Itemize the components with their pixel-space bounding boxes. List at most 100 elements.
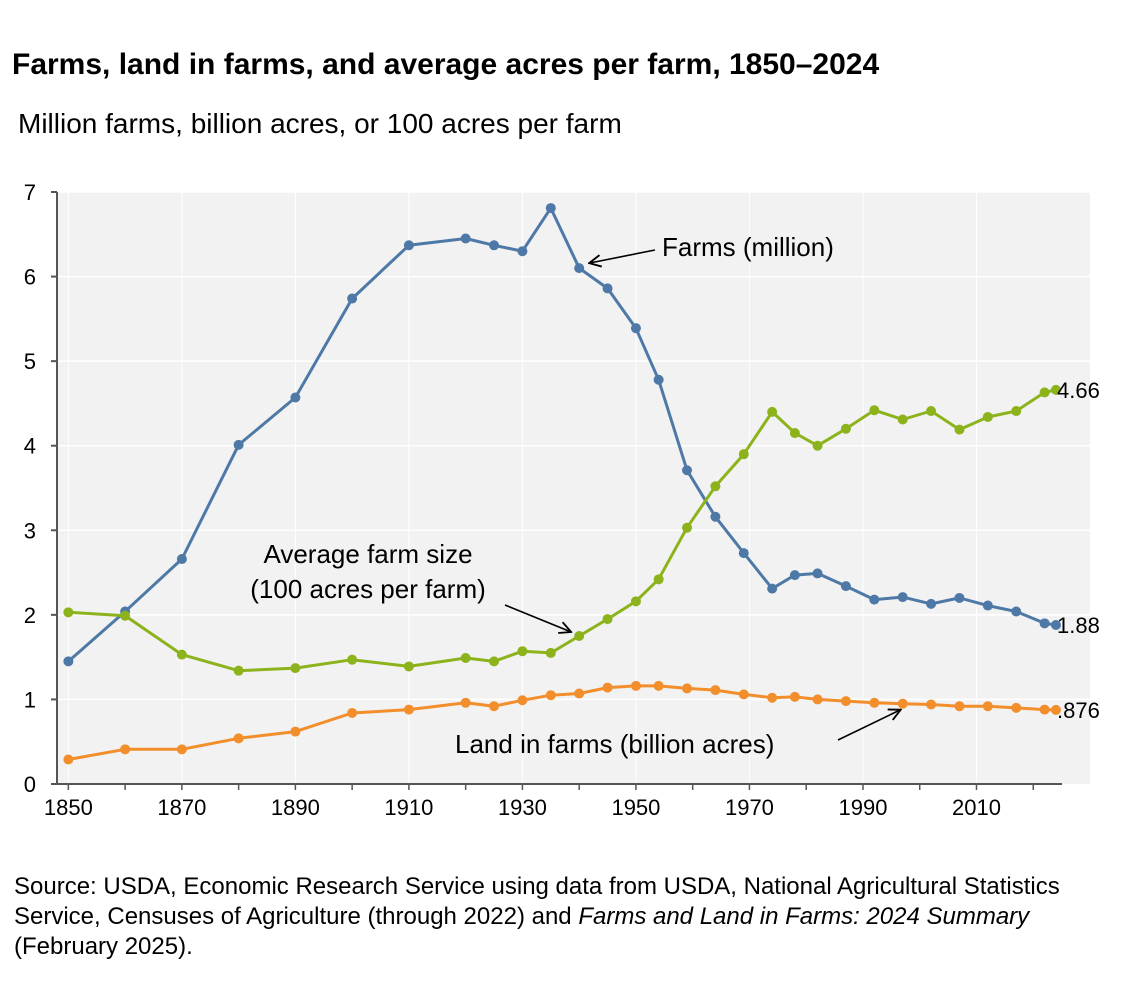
data-point-land xyxy=(120,744,131,755)
source-note: Source: USDA, Economic Research Service … xyxy=(14,872,1114,962)
source-date: (February 2025). xyxy=(14,933,193,960)
x-tick-label: 1910 xyxy=(384,795,433,820)
end-value-label-farms: 1.88 xyxy=(1057,613,1100,638)
data-point-farms xyxy=(653,374,664,385)
data-point-land xyxy=(347,707,358,718)
data-point-farms xyxy=(789,570,800,581)
data-point-farms xyxy=(403,240,414,251)
y-tick-label: 5 xyxy=(24,349,36,374)
data-point-farms xyxy=(710,511,721,522)
data-point-avg xyxy=(233,665,244,676)
data-point-avg xyxy=(869,405,880,416)
data-point-avg xyxy=(545,647,556,658)
data-point-avg xyxy=(176,649,187,660)
data-point-farms xyxy=(926,598,937,609)
data-point-avg xyxy=(954,424,965,435)
data-point-land xyxy=(290,726,301,737)
line-chart: 0 1 2 3 4 5 6 7 1850 1870 1890 1910 1930 1950 1970 1990… xyxy=(24,180,1100,820)
series-group: 1.88 4.66 .876 xyxy=(63,203,1100,765)
avg-size-label-arrow xyxy=(504,604,571,632)
farms-label-arrow xyxy=(589,249,656,263)
data-point-farms xyxy=(545,203,556,214)
data-point-land xyxy=(897,698,908,709)
data-point-avg xyxy=(738,449,749,460)
data-point-avg xyxy=(982,411,993,422)
axes: 0 1 2 3 4 5 6 7 1850 1870 1890 1910 1930 1950 1970 1990… xyxy=(24,180,1062,820)
data-point-farms xyxy=(460,233,471,244)
data-point-land xyxy=(840,696,851,707)
data-point-land xyxy=(812,694,823,705)
data-point-land xyxy=(233,733,244,744)
data-point-farms xyxy=(233,439,244,450)
avg-size-label-line2: (100 acres per farm) xyxy=(250,574,486,604)
data-point-farms xyxy=(682,465,693,476)
x-tick-label: 1970 xyxy=(725,795,774,820)
y-tick-label: 4 xyxy=(24,434,36,459)
data-point-land xyxy=(1011,702,1022,713)
data-point-farms xyxy=(176,554,187,565)
data-point-land xyxy=(982,701,993,712)
data-point-avg xyxy=(489,656,500,667)
data-point-avg xyxy=(290,663,301,674)
data-point-avg xyxy=(897,414,908,425)
data-point-avg xyxy=(767,406,778,417)
data-point-avg xyxy=(840,423,851,434)
data-point-land xyxy=(653,680,664,691)
data-point-land xyxy=(1039,704,1050,715)
x-tick-label: 1930 xyxy=(498,795,547,820)
data-point-land xyxy=(789,691,800,702)
y-tick-label: 0 xyxy=(24,772,36,797)
data-point-land xyxy=(176,744,187,755)
data-point-farms xyxy=(840,581,851,592)
source-text: Source: USDA, Economic Research Service … xyxy=(14,873,1060,930)
data-point-land xyxy=(630,680,641,691)
data-point-avg xyxy=(812,440,823,451)
data-point-land xyxy=(460,697,471,708)
data-point-farms xyxy=(869,594,880,605)
data-point-land xyxy=(710,685,721,696)
y-tick-label: 2 xyxy=(24,603,36,628)
data-point-land xyxy=(517,695,528,706)
data-point-farms xyxy=(954,592,965,603)
data-point-avg xyxy=(120,610,131,621)
data-point-avg xyxy=(789,428,800,439)
data-point-avg xyxy=(460,652,471,663)
data-point-farms xyxy=(982,600,993,611)
data-point-farms xyxy=(767,583,778,594)
y-tick-label: 7 xyxy=(24,180,36,205)
y-tick-label: 1 xyxy=(24,687,36,712)
data-point-avg xyxy=(63,607,74,618)
x-tick-label: 2010 xyxy=(952,795,1001,820)
chart-subtitle: Million farms, billion acres, or 100 acr… xyxy=(18,108,622,139)
land-label-arrow xyxy=(837,710,901,741)
x-tick-label: 1990 xyxy=(838,795,887,820)
data-point-farms xyxy=(290,392,301,403)
end-value-label-land: .876 xyxy=(1057,698,1100,723)
farms-series-label: Farms (million) xyxy=(662,232,834,262)
y-tick-label: 6 xyxy=(24,265,36,290)
data-point-farms xyxy=(63,656,74,667)
data-point-farms xyxy=(1050,620,1061,631)
data-point-avg xyxy=(926,406,937,417)
source-publication: Farms and Land in Farms: 2024 Summary xyxy=(578,903,1030,930)
data-point-avg xyxy=(1011,406,1022,417)
x-tick-label: 1890 xyxy=(271,795,320,820)
data-point-land xyxy=(954,701,965,712)
x-tick-label: 1950 xyxy=(611,795,660,820)
end-value-label-avg: 4.66 xyxy=(1057,378,1100,403)
data-point-land xyxy=(926,699,937,710)
series-land: .876 xyxy=(63,680,1100,765)
data-point-avg xyxy=(403,661,414,672)
land-series-label: Land in farms (billion acres) xyxy=(455,729,774,759)
avg-size-label-line1: Average farm size xyxy=(263,539,472,569)
data-point-avg xyxy=(1039,387,1050,398)
x-tick-label: 1850 xyxy=(44,795,93,820)
data-point-farms xyxy=(602,283,613,294)
data-point-avg xyxy=(347,654,358,665)
data-point-farms xyxy=(812,568,823,579)
data-point-farms xyxy=(630,323,641,334)
data-point-land xyxy=(767,692,778,703)
gridlines xyxy=(57,191,1090,784)
data-point-land xyxy=(574,688,585,699)
data-point-land xyxy=(1050,704,1061,715)
